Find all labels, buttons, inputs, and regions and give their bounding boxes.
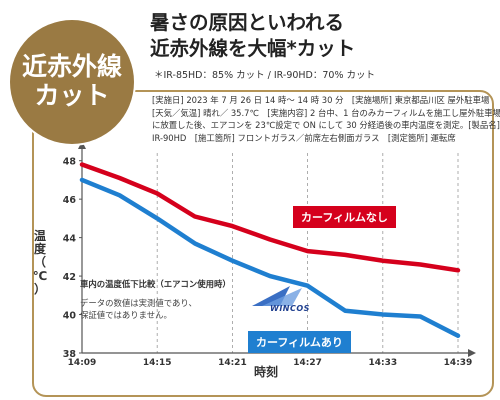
y-tick-label: 38	[63, 349, 77, 360]
series-line-without-film	[79, 162, 461, 273]
conditions-line-2: [天気／気温] 晴れ／ 35.7℃ [実施内容] 2 台中、1 台のみカーフィル…	[152, 107, 500, 118]
inset-title: 車内の温度低下比較（エアコン使用時）	[80, 279, 231, 289]
x-tick-label: 14:09	[68, 358, 97, 368]
y-tick-label: 42	[63, 272, 76, 283]
test-conditions: [実施日] 2023 年 7 月 26 日 14 時〜 14 時 30 分 [実…	[152, 94, 500, 144]
x-tick-label: 14:39	[444, 358, 473, 368]
inset-disclaimer: データの数値は実測値であり、 保証値ではありません。	[80, 297, 197, 321]
y-tick-label: 44	[63, 234, 77, 245]
legend-without-film: カーフィルムなし	[293, 206, 396, 228]
headline-line-2: 近赤外線を大幅*カット	[150, 37, 356, 61]
y-tick-label: 48	[63, 157, 77, 168]
y-tick-label: 46	[63, 195, 77, 206]
badge-line-2: カット	[34, 81, 110, 110]
inset-disclaimer-line-1: データの数値は実測値であり、	[80, 298, 197, 308]
y-axis-label-char: （	[33, 255, 46, 270]
wincos-logo-icon	[252, 286, 302, 306]
inset-disclaimer-line-2: 保証値ではありません。	[80, 310, 172, 321]
conditions-line-3: に放置した後、エアコンを 23℃設定で ON にして 30 分経過後の車内温度を…	[152, 120, 500, 131]
cut-rate-note: ＊IR-85HD：85% カット / IR-90HD：70% カット	[154, 70, 375, 81]
headline-line-1: 暑さの原因といわれる	[150, 11, 345, 34]
conditions-line-4: IR-90HD [施工箇所] フロントガラス／前席左右側面ガラス [測定箇所] …	[152, 132, 456, 143]
wincos-logo-text: WINCOS	[270, 304, 310, 313]
y-axis-label-char: 度	[33, 242, 46, 257]
legend-with-film: カーフィルムあり	[248, 331, 351, 353]
near-infrared-cut-badge: 近赤外線 カット	[10, 20, 134, 144]
badge-line-1: 近赤外線	[21, 52, 122, 82]
conditions-line-1: [実施日] 2023 年 7 月 26 日 14 時〜 14 時 30 分 [実…	[152, 95, 490, 105]
y-axis-label-char: 温	[33, 229, 46, 243]
x-tick-label: 14:21	[218, 358, 247, 368]
x-tick-label: 14:33	[368, 358, 397, 368]
y-axis-label-char: ℃	[32, 268, 48, 283]
y-axis-label-char: ）	[33, 281, 46, 296]
y-axis-arrow-icon	[78, 141, 86, 149]
x-tick-label: 14:27	[293, 358, 322, 368]
y-axis-label-text: 温度（℃）	[30, 229, 50, 296]
headline: 暑さの原因といわれる 近赤外線を大幅*カット	[150, 10, 355, 63]
x-axis-arrow-icon	[468, 349, 476, 357]
y-tick-label: 40	[63, 311, 77, 322]
x-axis-label: 時刻	[254, 365, 279, 379]
y-axis-label: 温度（℃）	[30, 229, 50, 296]
x-tick-label: 14:15	[143, 358, 172, 368]
